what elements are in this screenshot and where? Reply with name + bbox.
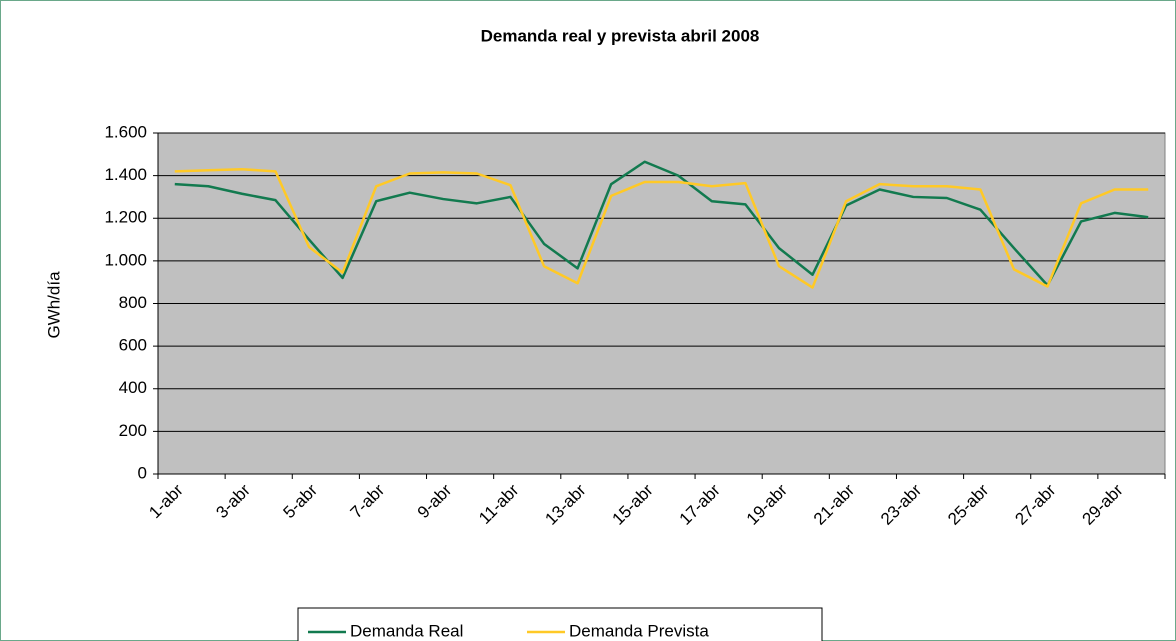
- series-line: [174, 167, 1149, 289]
- legend-label: Demanda Real: [350, 621, 463, 640]
- y-tick-label: 1.200: [104, 208, 147, 227]
- legend-box: [297, 607, 823, 641]
- y-tick-label: 1.400: [104, 165, 147, 184]
- y-tick-label: 200: [119, 421, 147, 440]
- y-tick-label: 600: [119, 336, 147, 355]
- y-tick-label: 800: [119, 293, 147, 312]
- chart-title: Demanda real y prevista abril 2008: [481, 26, 760, 45]
- y-tick-label: 1.000: [104, 250, 147, 269]
- legend-label: Demanda Prevista: [569, 621, 709, 640]
- series-line: [174, 160, 1149, 287]
- y-axis-label: GWh/día: [44, 271, 63, 339]
- y-tick-label: 400: [119, 378, 147, 397]
- y-tick-label: 1.600: [104, 122, 147, 141]
- y-tick-label: 0: [138, 463, 147, 482]
